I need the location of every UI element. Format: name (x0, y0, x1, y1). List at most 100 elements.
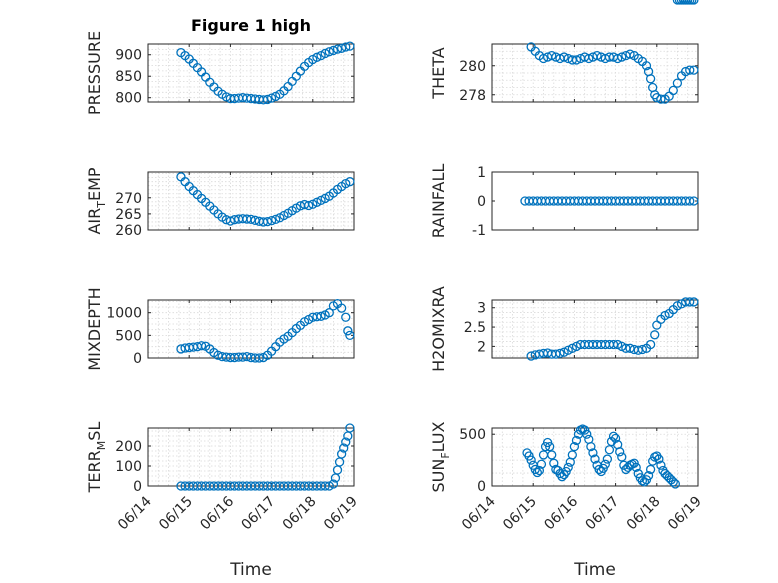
y-tick-label: 850 (115, 69, 142, 85)
data-point (672, 78, 683, 88)
x-tick-label: 06/19 (665, 494, 705, 534)
data-point (336, 303, 347, 313)
y-tick-label: 280 (459, 59, 486, 75)
x-axis-label-right: Time (573, 560, 616, 580)
series-markers (520, 196, 699, 206)
panel-h2omixra: 2 2.5 3 H2OMIXRA (429, 286, 699, 372)
data-point (670, 479, 680, 489)
data-point (328, 479, 339, 489)
y-axis-label: AIRTEMP (85, 167, 108, 234)
data-point (345, 177, 355, 187)
data-point (526, 455, 536, 465)
data-point (320, 48, 330, 59)
series-markers (522, 0, 699, 489)
data-point (689, 65, 699, 75)
data-point (343, 326, 353, 336)
y-tick-label: 200 (115, 439, 142, 455)
y-tick-label: 500 (115, 328, 142, 344)
data-point (608, 339, 619, 350)
data-point (656, 94, 666, 104)
y-tick-label: 500 (459, 427, 486, 443)
y-axis-label: SUNFLUX (429, 421, 452, 492)
data-point (559, 52, 569, 62)
data-point (254, 353, 264, 363)
data-point (586, 441, 596, 452)
data-point (320, 481, 330, 491)
data-point (668, 85, 678, 96)
y-tick-label: 900 (115, 48, 142, 64)
data-point (650, 330, 660, 340)
data-point (571, 55, 582, 65)
data-point (526, 351, 536, 361)
data-point (563, 462, 573, 473)
data-point (608, 431, 619, 441)
data-point (532, 467, 542, 478)
data-point (196, 341, 207, 351)
x-tick-label: 06/19 (321, 494, 361, 534)
data-point (569, 441, 580, 452)
data-point (246, 214, 256, 225)
data-point (685, 297, 695, 307)
y-tick-label: 1000 (106, 306, 142, 322)
data-point (341, 437, 351, 447)
data-point (324, 47, 334, 57)
data-point (534, 465, 545, 476)
series-markers (176, 423, 355, 491)
data-point (538, 53, 549, 64)
data-point (332, 465, 343, 475)
data-point (588, 448, 598, 458)
data-point (650, 90, 660, 100)
panel-rainfall: -1 0 1 RAINFALL (429, 164, 699, 239)
x-tick-label: 06/16 (197, 493, 237, 533)
figure-title: Figure 1 high (191, 16, 311, 35)
grid (148, 300, 354, 359)
x-tick-label: 06/17 (583, 494, 623, 534)
series-markers (526, 297, 699, 361)
data-point (582, 429, 592, 439)
data-point (594, 464, 604, 475)
data-point (304, 200, 314, 211)
x-tick-label: 06/14 (459, 493, 499, 533)
data-point (567, 450, 577, 460)
y-axis-label: PRESSURE (85, 31, 104, 115)
data-point (656, 460, 666, 470)
y-tick-label: 265 (115, 207, 142, 223)
data-point (637, 344, 648, 355)
data-point (617, 452, 627, 462)
data-point (689, 0, 699, 5)
y-tick-label: 800 (115, 91, 142, 107)
data-point (538, 450, 549, 460)
data-point (610, 433, 621, 444)
y-tick-label: 260 (115, 223, 142, 239)
data-point (643, 470, 654, 481)
data-point (271, 214, 281, 225)
data-point (639, 477, 650, 487)
x-tick-label: 06/18 (280, 494, 320, 534)
data-point (332, 44, 343, 54)
data-point (689, 196, 699, 206)
y-tick-label: 0 (477, 194, 486, 210)
axes-box (491, 299, 699, 359)
data-point (615, 447, 625, 457)
data-point (631, 462, 641, 473)
data-point (225, 216, 236, 226)
data-point (334, 457, 345, 467)
x-tick-label: 06/14 (115, 493, 155, 533)
y-tick-label: 2.5 (464, 320, 486, 336)
data-point (685, 65, 695, 75)
data-point (324, 308, 334, 318)
data-point (547, 50, 557, 61)
data-point (645, 74, 656, 84)
panel-theta: 278 280 THETA (429, 42, 699, 104)
data-point (312, 52, 322, 62)
axes-box (491, 427, 699, 487)
data-point (590, 454, 600, 464)
data-point (201, 72, 211, 82)
x-axis-label-left: Time (229, 560, 272, 580)
data-point (625, 49, 635, 59)
data-point (555, 348, 565, 359)
data-point (341, 312, 351, 322)
data-point (571, 435, 582, 446)
series-markers (176, 41, 355, 105)
y-tick-label: 270 (115, 191, 142, 207)
